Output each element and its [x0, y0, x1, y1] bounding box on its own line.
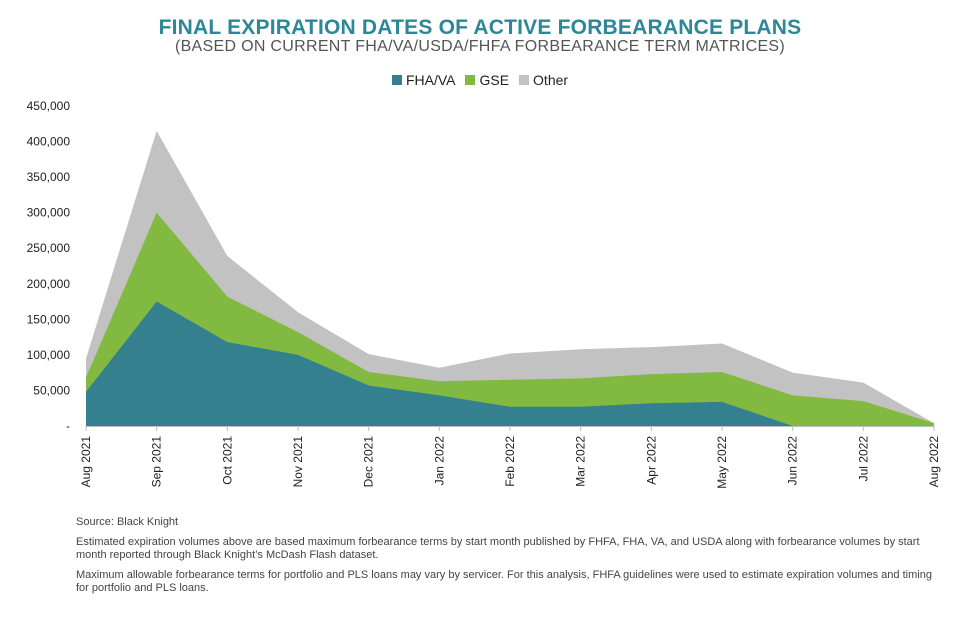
footnotes: Source: Black Knight Estimated expiratio…: [76, 516, 946, 602]
x-tick-label: May 2022: [715, 436, 729, 489]
x-tick-label: Apr 2022: [644, 436, 658, 485]
y-tick-label: 150,000: [27, 312, 71, 326]
x-tick-label: Aug 2022: [927, 436, 941, 488]
x-tick-label: Sep 2021: [150, 436, 164, 488]
source-note: Source: Black Knight: [76, 516, 179, 528]
legend-item-gse: GSE: [465, 72, 509, 88]
x-tick-label: Aug 2021: [79, 436, 93, 488]
x-tick-label: Oct 2021: [220, 436, 234, 485]
y-tick-label: 450,000: [27, 99, 71, 113]
legend-swatch-gse: [465, 75, 476, 85]
legend-label-gse: GSE: [479, 72, 510, 88]
x-tick-label: Mar 2022: [574, 436, 588, 487]
x-tick-label: Jul 2022: [856, 436, 870, 482]
y-tick-label: 350,000: [27, 170, 71, 184]
legend-item-other: Other: [519, 72, 568, 88]
legend-swatch-fha-va: [391, 75, 402, 85]
y-tick-label: 100,000: [27, 348, 71, 362]
y-tick-label: -: [66, 419, 70, 433]
x-tick-label: Jan 2022: [432, 436, 446, 486]
legend-label-other: Other: [533, 72, 569, 88]
y-tick-label: 400,000: [27, 135, 71, 149]
chart-legend: FHA/VA GSE Other: [0, 72, 960, 88]
portfolio-note: Maximum allowable forbearance terms for …: [76, 569, 932, 594]
y-tick-label: 200,000: [27, 277, 71, 291]
y-tick-label: 250,000: [27, 241, 71, 255]
legend-item-fha-va: FHA/VA: [391, 72, 456, 88]
y-tick-label: 300,000: [27, 206, 71, 220]
x-tick-label: Feb 2022: [503, 436, 517, 487]
legend-swatch-other: [519, 75, 530, 85]
chart-title: FINAL EXPIRATION DATES OF ACTIVE FORBEAR…: [158, 16, 802, 39]
x-tick-label: Dec 2021: [362, 436, 376, 488]
y-tick-label: 50,000: [33, 383, 70, 397]
legend-label-fha-va: FHA/VA: [405, 72, 456, 88]
chart-subtitle: (BASED ON CURRENT FHA/VA/USDA/FHFA FORBE…: [174, 38, 786, 55]
methodology-note: Estimated expiration volumes above are b…: [76, 536, 920, 561]
x-tick-label: Nov 2021: [291, 436, 305, 488]
x-tick-label: Jun 2022: [786, 436, 800, 486]
area-fha-va: [86, 301, 934, 426]
